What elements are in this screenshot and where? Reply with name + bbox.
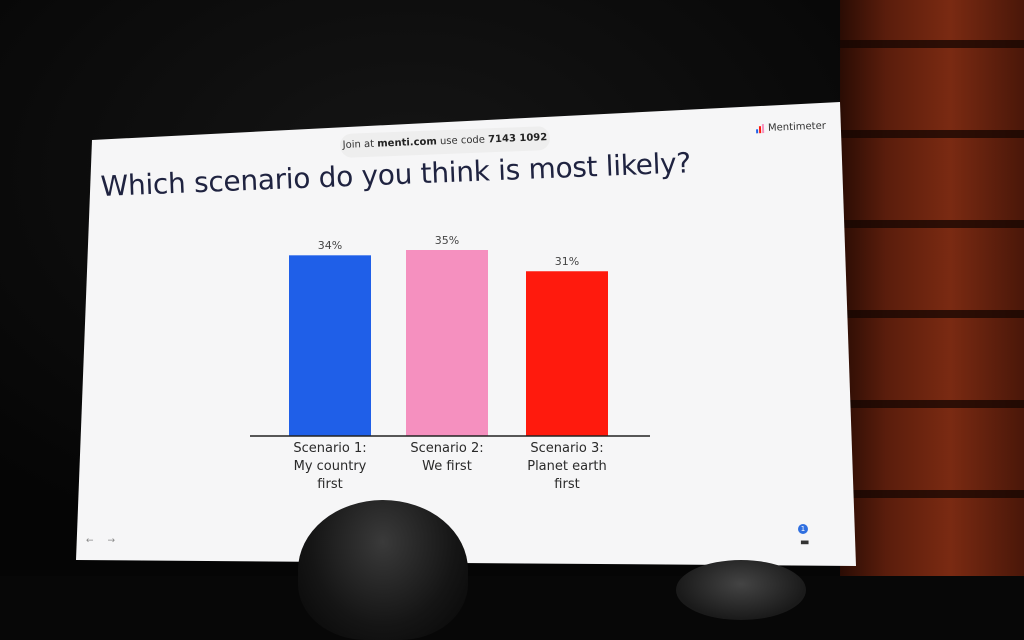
join-code-prefix: use code — [439, 134, 486, 148]
bar-3 — [526, 271, 608, 436]
bar-value-label: 35% — [434, 234, 460, 247]
reaction-count-badge: 1 — [798, 524, 808, 534]
category-label-line: first — [317, 477, 343, 492]
category-label: Scenario 2: We first — [392, 440, 502, 476]
wall-slat — [840, 40, 1024, 48]
bar-chart — [250, 250, 650, 437]
slide-navigation: ← → — [86, 536, 115, 546]
category-label-line: Scenario 2: — [410, 441, 484, 456]
bar-value-label: 34% — [317, 239, 343, 253]
wall-slat — [840, 490, 1024, 498]
audience-head — [298, 500, 468, 640]
reactions-icon: ▬ — [800, 537, 810, 548]
category-label-line: We first — [422, 459, 472, 474]
wall-slat — [840, 220, 1024, 228]
category-label-line: Scenario 3: — [530, 441, 604, 456]
join-site: menti.com — [377, 136, 438, 150]
bar-1 — [289, 255, 371, 436]
wall-slat — [840, 130, 1024, 138]
reactions-widget[interactable]: 1 ▬ — [796, 524, 816, 548]
projection-screen: Join at menti.com use code 7143 1092 Men… — [76, 102, 856, 566]
join-code: 7143 1092 — [487, 132, 548, 146]
category-label-line: first — [554, 477, 580, 492]
screen-surface — [76, 102, 856, 566]
category-label: Scenario 1: My country first — [275, 440, 385, 494]
category-label-line: Scenario 1: — [293, 441, 367, 456]
arrow-left-icon[interactable]: ← — [86, 536, 94, 546]
bar-2 — [406, 250, 488, 436]
wall-slat — [840, 310, 1024, 318]
category-label: Scenario 3: Planet earth first — [512, 440, 622, 494]
bar-value-label: 31% — [554, 255, 580, 269]
category-label-line: Planet earth — [527, 459, 607, 474]
wall-slat — [840, 400, 1024, 408]
audience-head — [676, 560, 806, 620]
mentimeter-logo-icon — [756, 124, 765, 134]
brand-name: Mentimeter — [767, 120, 827, 134]
join-prefix: Join at — [342, 138, 375, 151]
category-label-line: My country — [293, 459, 367, 474]
wooden-wall — [840, 0, 1024, 576]
arrow-right-icon[interactable]: → — [107, 536, 116, 546]
